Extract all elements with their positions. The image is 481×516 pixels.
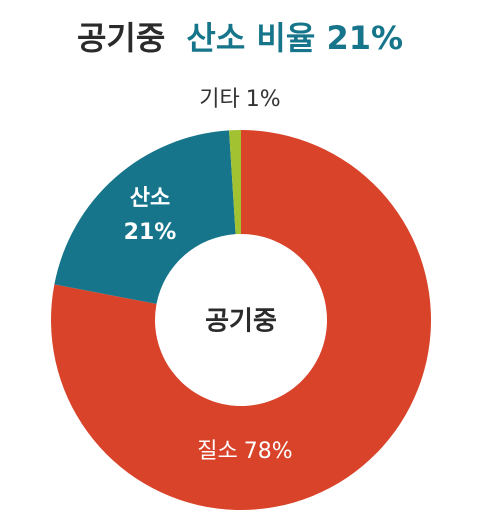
donut-slice: [229, 130, 241, 235]
value-label: 1%: [246, 87, 281, 112]
slice-label: 산소: [130, 186, 170, 211]
value-label: 78%: [244, 439, 293, 464]
category-label: 기타: [199, 87, 239, 112]
title-highlight: 산소 비율 21%: [186, 19, 403, 57]
chart-title: 공기중 산소 비율 21%: [77, 19, 403, 57]
slice-label: 질소 78%: [197, 439, 292, 464]
donut-slice: [50, 130, 431, 510]
center-label: 공기중: [205, 307, 277, 337]
title-main: 공기중: [77, 19, 165, 57]
category-label: 질소: [197, 439, 237, 464]
donut-slice: [54, 130, 236, 304]
slice-label: 기타 1%: [199, 87, 280, 112]
value-label: 21%: [124, 220, 177, 245]
